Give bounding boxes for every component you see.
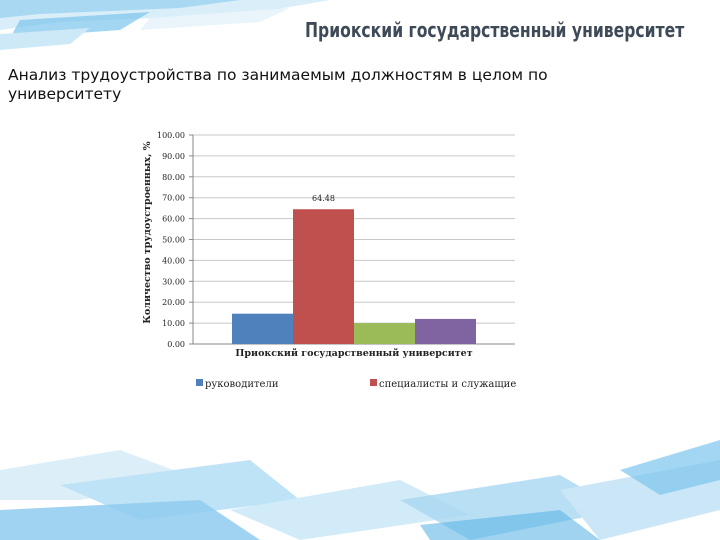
chart-legend: руководители специалисты и служащие	[196, 379, 516, 390]
y-tick-label: 30.00	[162, 277, 185, 286]
slide-title: Анализ трудоустройства по занимаемым дол…	[8, 66, 548, 103]
chart-labels: 0.00 10.00 20.00 30.00 40.00 50.00 60.00 70.00 8…	[142, 131, 473, 359]
bar-series-4	[415, 318, 476, 344]
footer-decoration	[0, 440, 720, 540]
y-tick-label: 40.00	[162, 256, 185, 265]
y-axis-title: Количество трудоустроенных, %	[142, 141, 153, 323]
bar-data-label: 64.48	[312, 194, 335, 203]
y-tick-label: 0.00	[167, 340, 185, 349]
chart-bars	[232, 209, 476, 344]
bar-series-2	[293, 209, 354, 344]
header-decoration	[0, 0, 330, 50]
legend-label: руководители	[205, 379, 279, 390]
legend-swatch	[196, 379, 203, 386]
legend-swatch	[370, 379, 377, 386]
y-tick-label: 10.00	[162, 319, 185, 328]
y-tick-label: 50.00	[162, 236, 185, 245]
y-tick-label: 70.00	[162, 194, 185, 203]
bar-series-1	[232, 313, 293, 344]
x-category-label: Приокский государственный университет	[235, 348, 472, 359]
university-name: Приокский государственный университет	[304, 18, 684, 42]
y-tick-label: 60.00	[162, 215, 185, 224]
y-tick-label: 100.00	[157, 131, 185, 140]
y-tick-label: 90.00	[162, 152, 185, 161]
y-tick-label: 20.00	[162, 298, 185, 307]
bar-series-3	[354, 323, 415, 344]
legend-label: специалисты и служащие	[379, 379, 516, 390]
y-tick-label: 80.00	[162, 173, 185, 182]
